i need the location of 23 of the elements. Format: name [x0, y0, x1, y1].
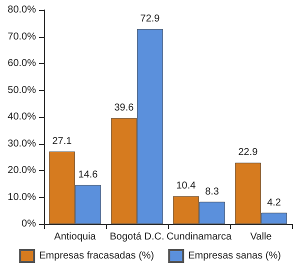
x-tick-label: Cundinamarca: [166, 232, 232, 242]
data-label: 27.1: [52, 136, 72, 148]
y-tick-label: 20.0%: [8, 165, 36, 176]
legend-label: Empresas fracasadas (%): [39, 250, 154, 262]
x-tick-label: Valle: [250, 232, 272, 242]
x-tick-label: Antioquia: [54, 232, 96, 242]
y-tick-label: 50.0%: [8, 84, 36, 96]
data-label: 8.3: [205, 186, 220, 198]
legend-label: Empresas sanas (%): [188, 250, 281, 262]
x-tick-label: Bogotá D.C.: [110, 232, 164, 242]
data-label: 10.4: [176, 180, 196, 192]
y-tick-label: 40.0%: [8, 112, 36, 122]
y-tick-label: 60.0%: [8, 58, 36, 69]
data-label: 72.9: [140, 13, 160, 24]
y-tick-label: 80.0%: [8, 4, 36, 16]
data-label: 22.9: [238, 147, 258, 158]
y-tick-label: 30.0%: [8, 138, 36, 150]
y-tick-label: 0%: [22, 218, 36, 230]
data-label: 14.6: [78, 169, 98, 180]
data-label: 39.6: [114, 102, 134, 114]
data-label: 4.2: [267, 197, 282, 208]
y-tick-label: 70.0%: [8, 31, 36, 42]
y-tick-label: 10.0%: [8, 192, 36, 203]
